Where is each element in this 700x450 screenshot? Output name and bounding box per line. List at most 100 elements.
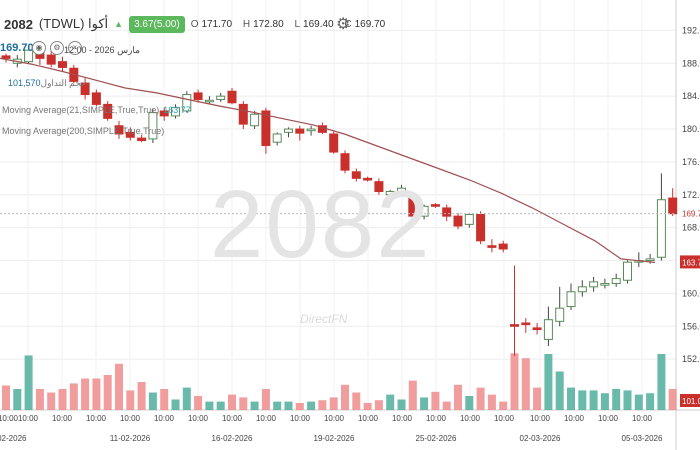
x-tick-time: 10:00: [564, 414, 585, 423]
volume-bar: [137, 382, 146, 410]
candle-body: [510, 324, 519, 327]
volume-bar: [318, 400, 327, 410]
price-tag-label: 101.07: [682, 397, 700, 406]
candle-body: [238, 103, 248, 125]
y-tick-label: 188.00: [682, 58, 700, 68]
x-tick-time: 10:00: [358, 414, 379, 423]
candle-body: [159, 110, 169, 117]
volume-bar: [103, 375, 112, 410]
x-tick-date: 10-02-2026: [0, 434, 27, 443]
volume-bar: [510, 353, 519, 410]
x-tick-date: 05-03-2026: [622, 434, 663, 443]
volume-bar: [250, 401, 259, 410]
volume-bar: [668, 389, 677, 410]
legend-ma21: Moving Average(21,SIMPLE,True,True) 163.7…: [2, 105, 191, 115]
change-badge: 3.67(5.00): [129, 15, 185, 33]
candle-body: [600, 283, 610, 286]
low-value: 169.40: [303, 18, 334, 30]
candle-body: [193, 92, 203, 100]
volume-bar: [13, 389, 22, 410]
open-value: 171.70: [201, 18, 233, 30]
gear-icon[interactable]: ⚙: [336, 16, 351, 33]
x-tick-time: 10:00: [222, 414, 243, 423]
candle-body: [476, 214, 486, 242]
candle-body: [589, 281, 599, 288]
volume-bar: [47, 392, 56, 410]
symbol-name: (TDWL) أكوا: [38, 16, 109, 31]
legend-ma200: Moving Average(200,SIMPLE,True,True): [2, 126, 165, 136]
volume-bar: [499, 401, 508, 410]
candle-body: [204, 99, 214, 103]
volume-bar: [171, 399, 180, 410]
y-tick-label: 156.00: [682, 321, 700, 331]
x-tick-time: 10:00: [324, 414, 345, 423]
candle-body: [521, 322, 531, 326]
candle-body: [566, 291, 576, 308]
volume-bar: [216, 401, 225, 410]
volume-bar: [555, 371, 564, 410]
volume-bar: [160, 389, 169, 410]
volume-bar: [521, 358, 530, 410]
candle-body: [103, 103, 113, 119]
candle-body: [295, 128, 305, 134]
legend-controls: ◉ ⚙ ×: [32, 41, 82, 55]
candle-body: [419, 205, 429, 217]
volume-bar: [284, 401, 293, 410]
volume-bar: [634, 394, 643, 410]
volume-value: 101,570: [8, 78, 41, 88]
y-tick-label: 176.00: [682, 157, 700, 167]
ma21-value: 163.77: [163, 105, 191, 115]
y-tick-label: 168.00: [682, 223, 700, 233]
x-tick-time: 10:00: [392, 414, 413, 423]
volume-bar: [465, 396, 474, 410]
x-axis: 10:00 10:00 10:00 10:00 10:00 10:00 10:00 10:00…: [0, 414, 663, 443]
volume-bar: [329, 397, 338, 410]
y-tick-label: 180.00: [682, 124, 700, 134]
candle-body: [408, 197, 418, 217]
volume-bar: [454, 384, 462, 410]
volume-bar: [205, 401, 214, 410]
close-icon[interactable]: ×: [68, 41, 82, 55]
symbol-id: 2082: [4, 16, 33, 32]
volume-bar: [623, 390, 632, 410]
candle-body: [543, 319, 553, 340]
volume-bar: [386, 394, 395, 410]
x-tick-date: 25-02-2026: [416, 434, 457, 443]
ma21-label: Moving Average(21,SIMPLE,True,True): [2, 105, 160, 115]
ma21-line: [0, 57, 656, 263]
candle-body: [487, 245, 497, 248]
x-tick-time: 10:00: [188, 414, 209, 423]
volume-bar: [420, 397, 429, 410]
price-tag-box: [680, 255, 700, 269]
settings-small-icon[interactable]: ⚙: [50, 41, 64, 55]
candle-body: [91, 92, 101, 105]
price-tag-label: 169.70: [682, 210, 700, 219]
volume-bar: [126, 390, 135, 410]
candle-body: [363, 177, 373, 181]
volume-bar: [589, 390, 598, 410]
price-tag-box: [680, 206, 700, 220]
visibility-toggle-icon[interactable]: ◉: [32, 41, 46, 55]
x-tick-time: 10:00: [86, 414, 107, 423]
candle-body: [656, 199, 666, 258]
x-tick-date: 16-02-2026: [212, 434, 253, 443]
y-tick-label: 184.00: [682, 91, 700, 101]
candle-body: [351, 171, 361, 179]
candle-body: [374, 181, 384, 192]
x-tick-time: 10:00: [256, 414, 277, 423]
candle-body: [668, 197, 678, 215]
candle-body: [577, 286, 587, 293]
volume-bar: [374, 400, 383, 410]
candle-body: [125, 131, 135, 138]
watermark-symbol: 2082: [210, 171, 432, 278]
volume-bar: [408, 380, 417, 410]
candle-body: [340, 153, 350, 171]
candle-body: [453, 215, 463, 227]
volume-bar: [69, 383, 78, 410]
x-tick-time: 10:00: [18, 414, 39, 423]
candle-body: [58, 61, 67, 68]
volume-bar: [578, 390, 587, 410]
x-tick-date: 11-02-2026: [110, 434, 151, 443]
